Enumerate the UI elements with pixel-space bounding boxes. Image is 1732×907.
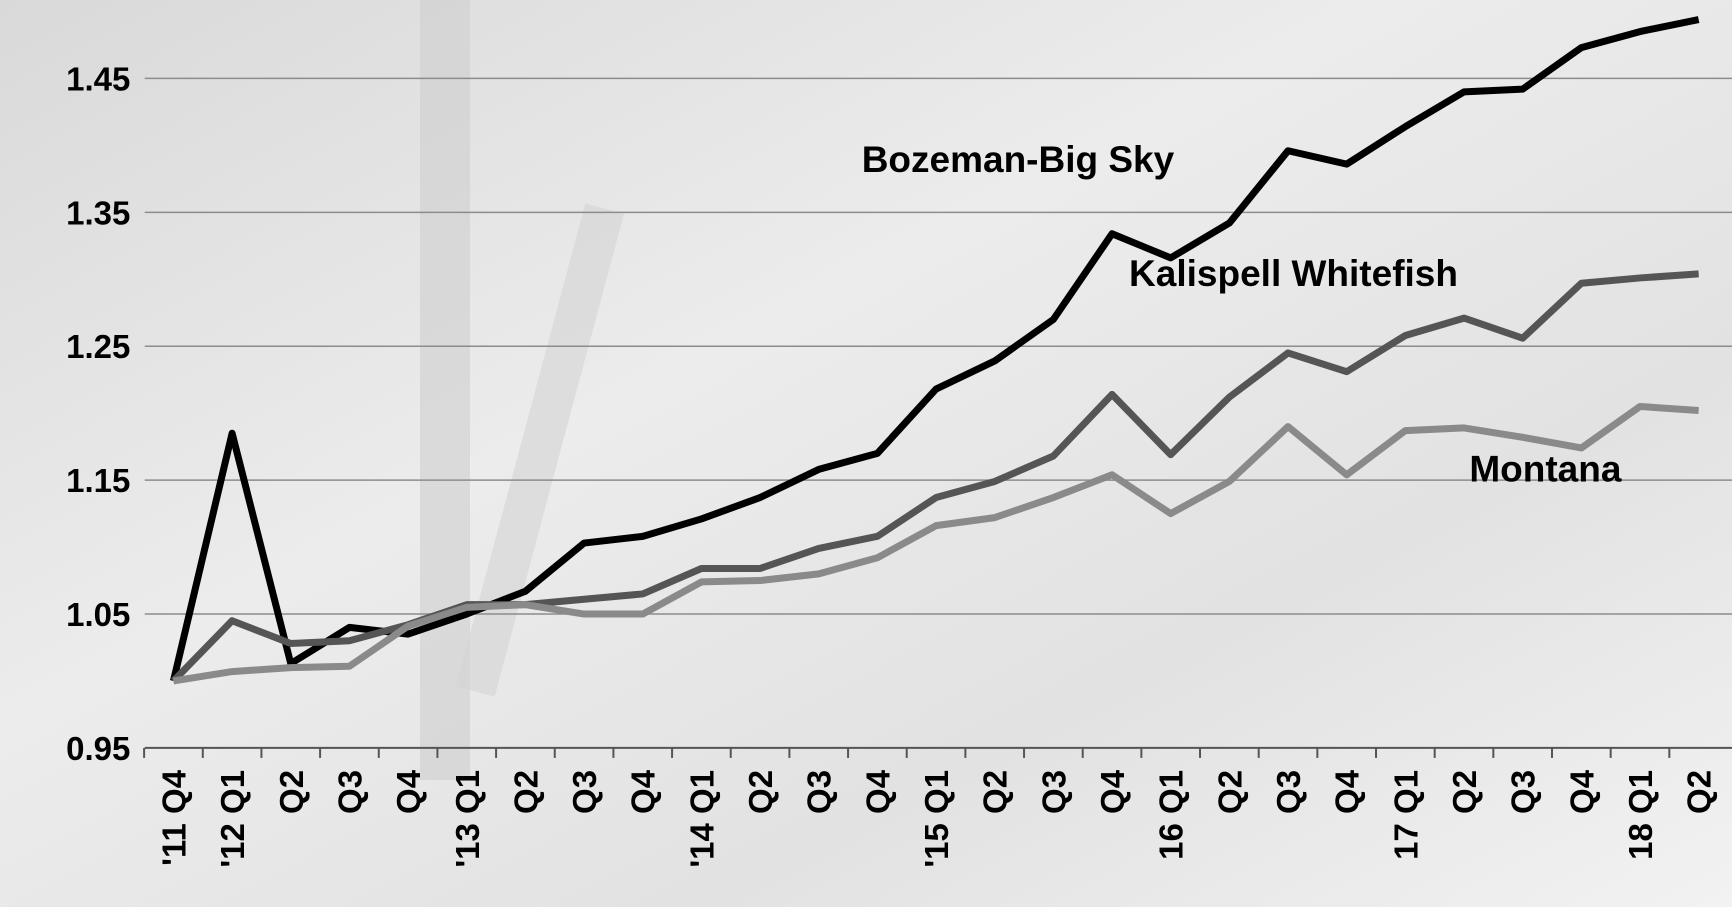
x-tick-label: Q3: [1505, 770, 1542, 814]
background-tree: [420, 0, 470, 780]
x-tick-label: Q3: [1270, 770, 1307, 814]
x-tick-label: Q2: [1446, 770, 1483, 814]
x-tick-label: Q2: [507, 770, 544, 814]
y-tick-label: 1.15: [66, 462, 130, 499]
lines: [170, 16, 1700, 685]
axes: 0.95 1.05 1.15 1.25 1.35 1.45 '11 Q4 '12 Q1 Q2 Q3…: [66, 60, 1732, 868]
grid: [144, 77, 1732, 615]
x-tick-label: Q3: [331, 770, 368, 814]
x-tick-label: Q4: [1329, 769, 1366, 814]
x-tick-label: Q2: [273, 770, 310, 814]
x-tick-label: Q2: [1681, 770, 1718, 814]
background-tree: [455, 203, 625, 697]
x-tick-label: Q4: [390, 769, 427, 814]
y-tick-label: 1.25: [66, 328, 130, 365]
x-tick-label: '15 Q1: [918, 770, 955, 868]
x-tick-label: '11 Q4: [155, 769, 192, 866]
series-line: [170, 16, 1700, 682]
x-tick-label: Q4: [1094, 769, 1131, 814]
x-tick-label: Q4: [625, 769, 662, 814]
x-tick-label: Q2: [742, 770, 779, 814]
x-tick-label: '13 Q1: [449, 770, 486, 868]
x-tick-label: Q4: [1563, 769, 1600, 814]
y-tick-label: 1.35: [66, 194, 130, 231]
series-label: Kalispell Whitefish: [1129, 253, 1458, 294]
x-tick-label: Q2: [977, 770, 1014, 814]
series-label: Montana: [1469, 449, 1622, 490]
x-tick-label: '12 Q1: [214, 770, 251, 868]
y-tick-label: 0.95: [66, 730, 130, 767]
x-tick-label: Q4: [859, 769, 896, 814]
x-tick-label: Q3: [566, 770, 603, 814]
x-tick-label: 16 Q1: [1153, 770, 1190, 860]
labels: Bozeman-Big Sky Kalispell Whitefish Montan…: [862, 139, 1622, 489]
x-tick-label: '14 Q1: [683, 770, 720, 868]
y-tick-label: 1.45: [66, 60, 130, 97]
x-tick-label: 18 Q1: [1622, 770, 1659, 860]
series-label: Bozeman-Big Sky: [862, 139, 1175, 180]
series-line: [172, 402, 1699, 685]
x-tick-label: Q3: [1035, 770, 1072, 814]
y-tick-label: 1.05: [66, 596, 130, 633]
x-tick-label: Q3: [801, 770, 838, 814]
x-tick-label: 17 Q1: [1387, 770, 1424, 860]
x-tick-label: Q2: [1211, 770, 1248, 814]
